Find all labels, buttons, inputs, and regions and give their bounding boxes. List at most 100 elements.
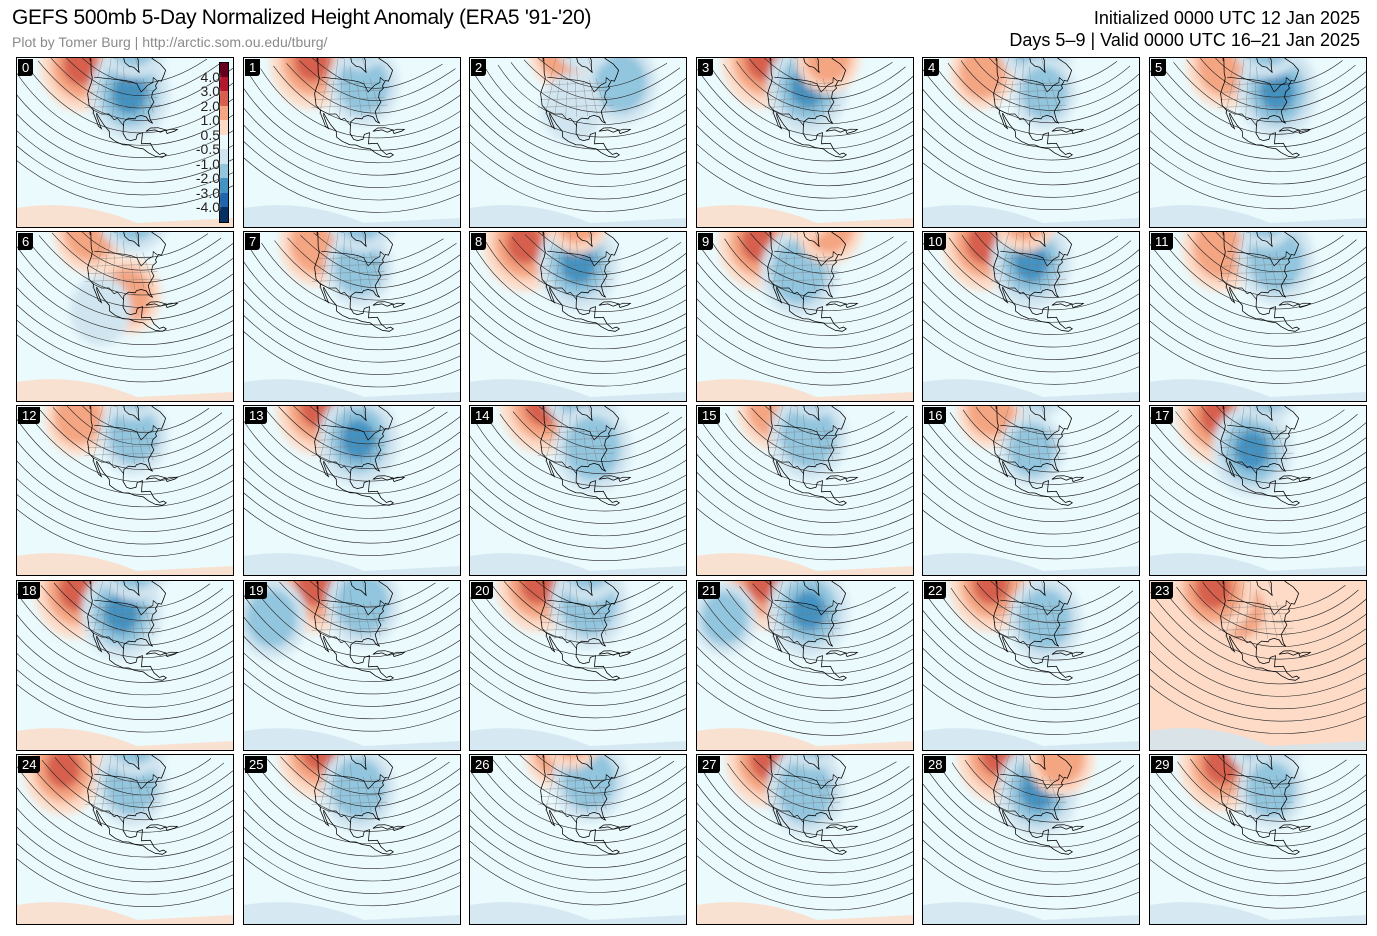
anomaly-map [244,58,460,227]
anomaly-center [506,232,543,265]
member-panel-17: 17 [1149,405,1367,576]
coastlines [540,581,632,681]
anomaly-map [244,581,460,750]
anomaly-center [1246,761,1296,818]
height-contour [244,88,460,164]
height-contour [1150,804,1366,872]
coastlines [540,232,632,332]
state-borders [1217,406,1294,465]
tropical-anomaly-band [17,205,233,227]
height-contour [712,415,913,486]
height-contour [511,236,686,288]
height-contour [1150,436,1366,509]
anomaly-center [546,755,598,770]
member-panel-19: 19 [243,580,461,751]
height-contour [17,145,233,196]
height-contour [951,762,1139,823]
anomaly-shading [957,406,1064,487]
anomaly-center [805,232,854,254]
coastlines [767,581,859,681]
height-contour [287,237,460,288]
anomaly-map [1150,232,1366,401]
anomaly-shading [721,58,860,134]
height-contour [697,161,913,211]
height-contour [923,319,1139,373]
state-borders [84,581,161,640]
height-contour [244,299,460,363]
anomaly-center [108,406,159,464]
anomaly-center [1021,66,1067,120]
height-contour [473,419,686,499]
colorbar-tick-label: 0.5 [200,126,220,143]
anomaly-center [102,58,165,79]
height-contour [470,790,686,856]
member-panel-0: 0 4.0 3.0 2.0 1.0 0.5 -0.5 -1.0 -2.0 -3.0 -4.0 [16,57,234,228]
height-contour [1216,406,1345,435]
tropical-anomaly-band [923,379,1139,401]
coastlines [314,58,406,158]
height-contour [1150,129,1366,185]
height-contour [975,407,1133,448]
anomaly-shading [270,58,399,126]
anomaly-center [780,406,837,468]
height-contour [478,760,686,831]
colorbar-swatch [219,149,229,165]
colorbar-swatch [219,207,229,224]
anomaly-map [470,406,686,575]
height-contour [736,61,913,112]
height-contour [923,647,1139,710]
member-number-label: 13 [245,407,268,424]
tropical-anomaly-band [17,379,233,401]
height-contour [17,94,233,158]
height-contour [923,281,1139,348]
anomaly-shading [44,406,168,475]
anomaly-map [244,755,460,924]
height-contour [244,652,460,707]
height-contour [51,232,233,283]
height-contour [1150,630,1366,697]
height-contour [470,88,686,163]
anomaly-center [336,58,384,70]
height-contour [924,593,1139,673]
height-contour [923,666,1139,723]
member-panel-14: 14 [469,405,687,576]
height-contour [960,60,1139,111]
height-contour [923,610,1139,686]
tropical-anomaly-band [244,553,460,575]
colorbar-tick-label: 2.0 [200,97,220,114]
tropical-anomaly-band [470,553,686,575]
height-contour [923,783,1139,860]
state-borders [1217,755,1294,814]
anomaly-center [101,755,166,777]
anomaly-center [63,232,117,262]
height-contour [244,667,460,719]
colorbar-tick-label: -4.0 [195,199,220,216]
member-number-label: 23 [1151,582,1174,599]
height-contour [700,593,913,674]
coastlines [87,406,179,506]
height-contour [470,488,686,549]
height-contour [17,614,233,683]
member-panel-15: 15 [696,405,914,576]
height-contour [486,416,686,487]
height-contour [519,581,674,619]
height-contours [1150,58,1366,210]
height-contour [273,65,460,126]
anomaly-map [697,755,913,924]
height-contour [723,63,913,124]
height-contour [244,594,460,670]
height-contour [1150,284,1366,347]
height-contour [989,232,1119,261]
height-contour [519,755,675,794]
height-contour [1150,336,1366,384]
height-contour [962,409,1139,460]
member-panel-2: 2 [469,57,687,228]
tropical-anomaly-band [1150,728,1366,750]
height-contour [1215,58,1343,85]
anomaly-center [558,232,597,244]
anomaly-center [519,581,557,605]
height-contour [244,507,460,556]
member-number-label: 10 [924,233,947,250]
height-contour [499,414,686,475]
